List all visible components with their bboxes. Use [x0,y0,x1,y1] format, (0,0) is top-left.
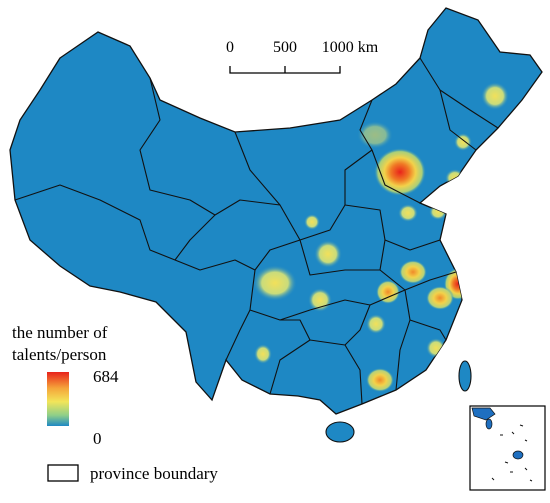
hotspot [399,260,427,284]
hotspot [304,214,320,230]
hotspot [376,280,400,304]
inset-island [512,450,524,460]
legend: the number of talents/person 684 0 provi… [12,323,218,483]
hotspot [426,286,454,310]
scale-label: 1000 km [322,39,379,56]
hotspot [366,314,386,334]
hotspot [253,265,297,301]
inset-land [471,407,496,421]
china [9,7,543,443]
scale-line [229,66,341,74]
inset-islets [491,424,533,482]
scale-label: 0 [226,39,234,56]
hotspot [366,368,394,392]
province-boundaries [14,57,499,405]
legend-min: 0 [93,429,102,448]
scale-bar: 0 500 1000 km [226,39,379,74]
hotspot [481,82,509,110]
scale-label: 500 [273,39,297,56]
hotspot [429,204,447,220]
hotspot [426,338,446,358]
hotspot [374,148,426,196]
hotspot [308,288,332,312]
legend-title: the number of [12,323,108,342]
legend-max: 684 [93,367,119,386]
boundary-swatch [47,464,79,482]
inset [469,405,546,491]
hotspot [254,344,272,364]
hotspot [454,133,472,151]
boundary-label: province boundary [90,464,218,483]
hotspot [357,121,393,149]
hotspot [314,240,342,268]
inset-island [485,418,493,430]
legend-title: talents/person [12,345,107,364]
legend-colorbar [47,372,69,426]
island [325,421,355,443]
inset-frame [469,405,546,491]
hotspot [398,204,418,222]
island [458,360,472,392]
